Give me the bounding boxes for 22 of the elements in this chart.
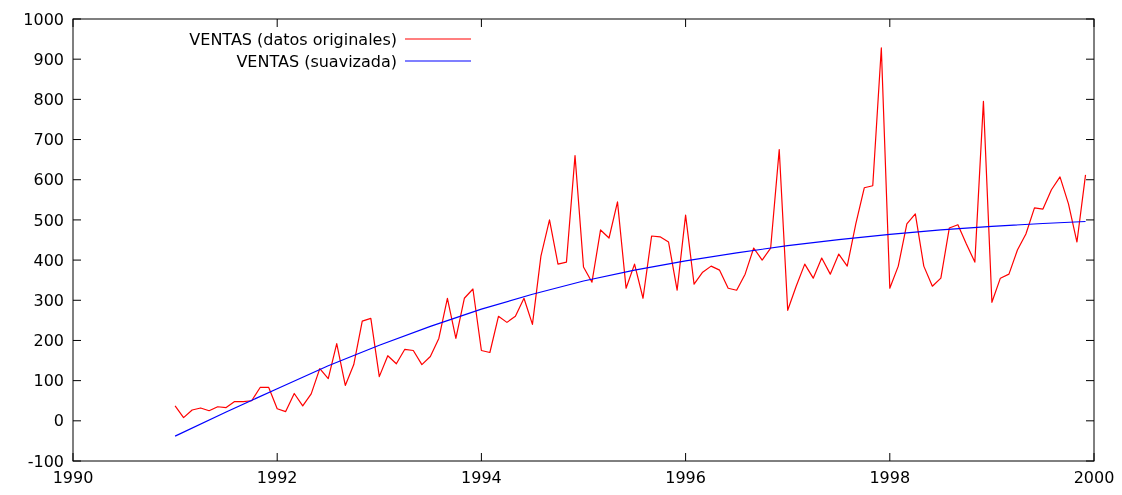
y-tick-label: 700: [33, 130, 64, 150]
y-tick-label: -100: [27, 451, 64, 471]
x-tick-label: 2000: [1073, 468, 1115, 487]
x-tick-label: 1998: [869, 468, 911, 487]
y-tick-label: 600: [33, 170, 64, 190]
x-tick-label: 1992: [256, 468, 298, 487]
legend-label: VENTAS (suavizada): [236, 51, 397, 71]
x-tick-label: 1994: [461, 468, 502, 487]
y-tick-label: 0: [53, 411, 64, 431]
y-tick-label: 200: [33, 331, 64, 351]
y-tick-label: 900: [33, 49, 64, 69]
legend-label: VENTAS (datos originales): [189, 29, 397, 49]
x-tick-label: 1990: [52, 468, 94, 487]
y-tick-label: 400: [33, 250, 64, 270]
y-tick-label: 100: [33, 371, 64, 391]
y-tick-label: 500: [33, 210, 64, 230]
x-tick-label: 1996: [665, 468, 706, 487]
y-tick-label: 300: [33, 290, 64, 310]
y-tick-label: 1000: [23, 9, 64, 29]
y-tick-label: 800: [33, 89, 64, 109]
line-series: [174, 47, 1087, 419]
line-series: [174, 220, 1087, 437]
